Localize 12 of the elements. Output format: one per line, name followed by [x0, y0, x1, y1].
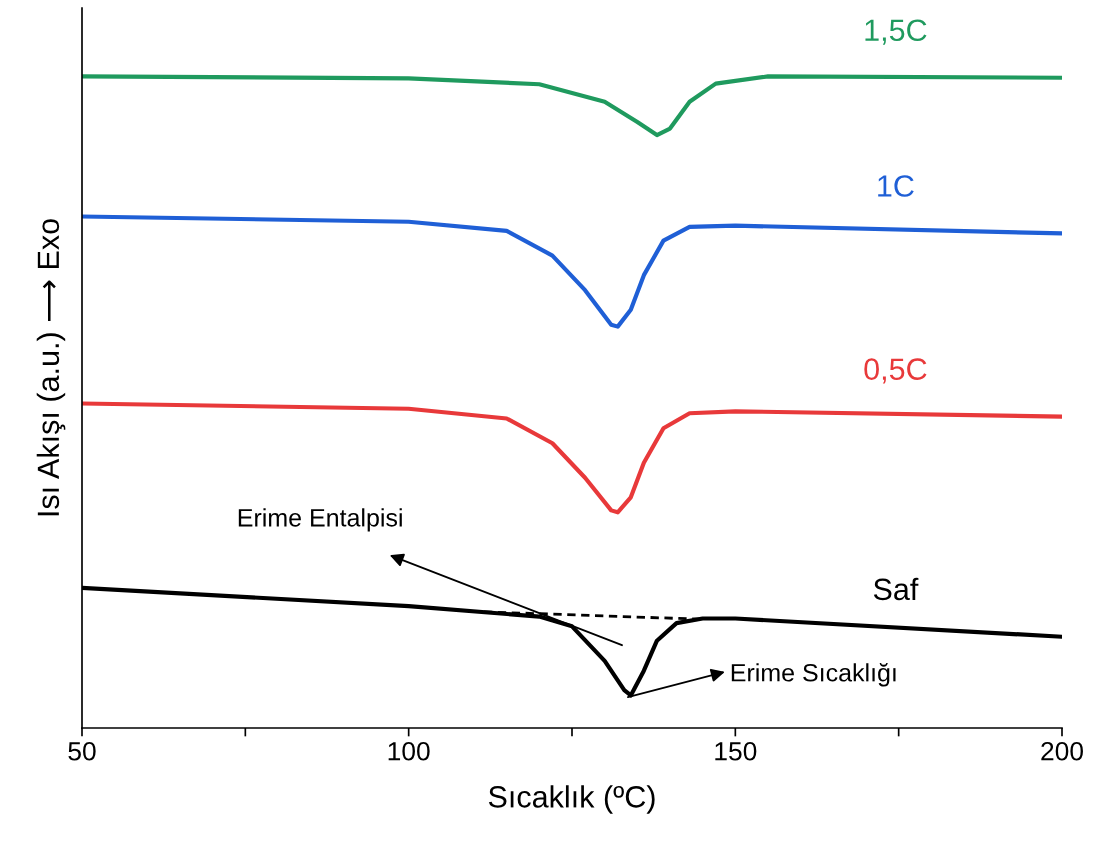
- x-tick-label: 200: [1041, 741, 1083, 761]
- x-tick-label: 100: [388, 741, 430, 761]
- x-tick-label: 50: [68, 741, 96, 761]
- series-label: 0,5C: [864, 358, 927, 384]
- x-axis-title: Sıcaklık (ºC): [488, 785, 655, 814]
- series-label: Saf: [873, 577, 919, 601]
- series-label: 1C: [878, 175, 914, 197]
- y-axis-title: Isı Akışı (a.u.) ⟶ Exo: [36, 219, 66, 516]
- annotation: Erime Entalpisi: [238, 508, 402, 532]
- series-label: 1,5C: [865, 19, 927, 45]
- annotation: Erime Sıcaklığı: [731, 662, 896, 687]
- x-tick-label: 150: [715, 741, 757, 761]
